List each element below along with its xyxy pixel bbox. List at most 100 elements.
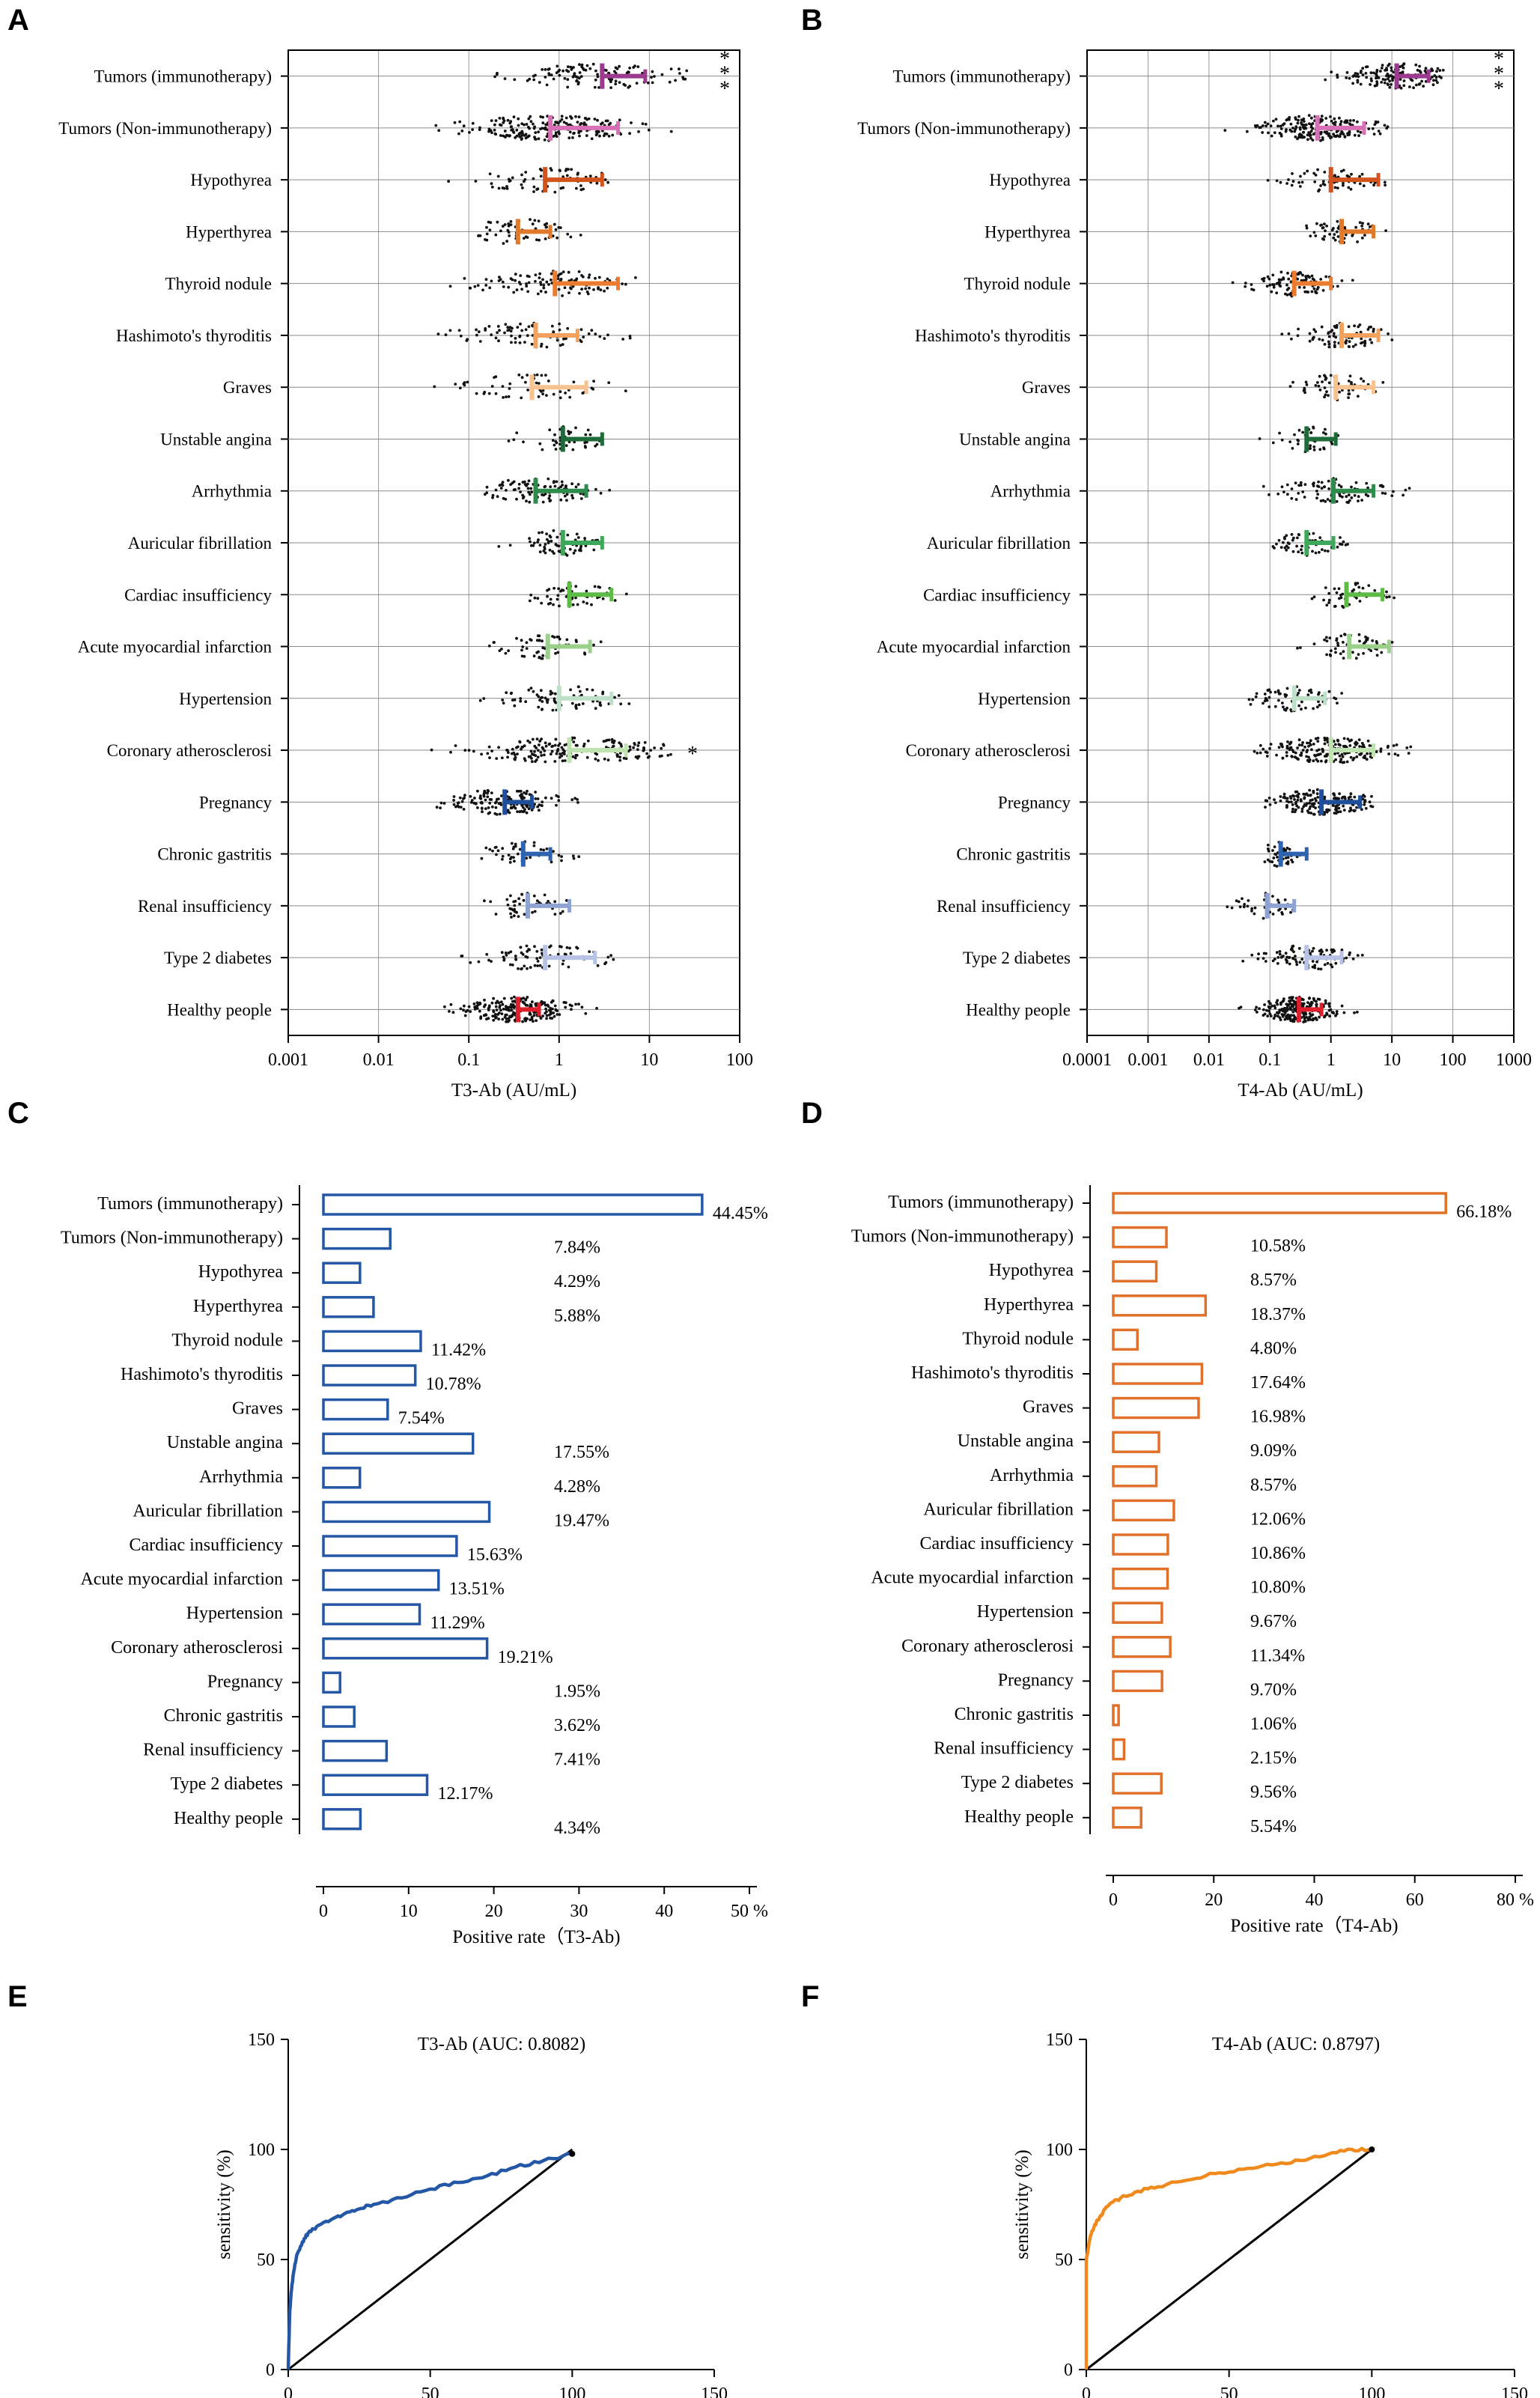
category-label: Hypertension	[179, 690, 272, 708]
data-point	[530, 490, 533, 494]
chart-title: T4-Ab (AUC: 0.8797)	[1212, 2034, 1380, 2054]
category-label: Thyroid nodule	[171, 1330, 283, 1350]
data-point	[469, 961, 472, 964]
data-point	[1295, 544, 1298, 548]
data-point	[576, 603, 579, 606]
data-point	[522, 996, 525, 1000]
data-point	[1298, 126, 1302, 130]
bar	[1112, 1738, 1126, 1761]
category-label: Tumors (immunotherapy)	[888, 1193, 1074, 1212]
data-point	[1245, 130, 1249, 133]
data-point	[509, 1003, 513, 1006]
data-point	[612, 739, 616, 743]
data-point	[1342, 650, 1345, 654]
data-point	[1271, 895, 1274, 898]
category-label: Thyroid nodule	[964, 275, 1071, 293]
dot-cluster	[448, 270, 637, 297]
data-point	[1305, 290, 1309, 293]
data-point	[549, 752, 553, 756]
data-point	[517, 373, 521, 377]
data-point	[522, 237, 526, 240]
data-point	[1311, 338, 1315, 341]
data-point	[1300, 707, 1303, 711]
data-point	[487, 958, 490, 962]
panel-letter: F	[801, 1980, 819, 2013]
data-point	[549, 1006, 553, 1010]
data-point	[1423, 69, 1427, 73]
data-point	[1275, 179, 1279, 183]
data-point	[488, 172, 492, 176]
data-point	[1339, 634, 1343, 638]
category-label: Unstable angina	[958, 1431, 1074, 1451]
category-label: Tumors (Non-immunotherapy)	[857, 119, 1071, 138]
data-point	[475, 333, 478, 337]
data-point	[1362, 794, 1365, 797]
data-point	[1335, 804, 1339, 808]
data-point	[502, 1007, 505, 1011]
data-point	[1418, 82, 1422, 85]
data-point	[506, 118, 510, 122]
data-point	[1351, 957, 1355, 961]
bar-value-label: 9.56%	[1250, 1783, 1297, 1802]
data-point	[533, 744, 537, 748]
bar-value-label: 9.09%	[1250, 1441, 1297, 1461]
data-point	[1377, 130, 1381, 133]
data-point	[507, 649, 510, 653]
data-point	[528, 1012, 532, 1016]
data-point	[1362, 651, 1365, 655]
data-point	[1354, 582, 1357, 585]
data-point	[508, 387, 511, 390]
data-point	[507, 395, 511, 398]
data-point	[509, 1015, 513, 1019]
data-point	[549, 499, 553, 502]
reference-diagonal	[1086, 2148, 1373, 2371]
data-point	[1336, 644, 1340, 648]
data-point	[1385, 67, 1388, 70]
data-point	[576, 536, 580, 539]
data-point	[1263, 693, 1267, 696]
data-point	[1359, 130, 1363, 134]
data-point	[1294, 790, 1297, 794]
data-point	[593, 585, 597, 588]
data-point	[1392, 490, 1395, 493]
x-tick-label: 0.1	[1259, 1050, 1281, 1070]
data-point	[1309, 130, 1313, 133]
data-point	[596, 73, 599, 76]
data-point	[618, 755, 621, 759]
data-point	[1306, 1001, 1309, 1004]
data-point	[645, 752, 648, 755]
data-point	[678, 67, 681, 71]
data-point	[1384, 183, 1387, 187]
data-point	[1305, 224, 1308, 228]
data-point	[581, 702, 585, 705]
data-point	[469, 287, 472, 290]
data-point	[537, 705, 541, 709]
data-point	[564, 122, 568, 125]
data-point	[585, 755, 589, 759]
data-point	[1304, 380, 1308, 384]
data-point	[1297, 285, 1301, 289]
bar	[1112, 1363, 1204, 1385]
data-point	[537, 137, 541, 141]
data-point	[1379, 70, 1382, 73]
data-point	[1390, 641, 1394, 644]
data-point	[538, 634, 541, 638]
data-point	[1289, 280, 1293, 284]
data-point	[544, 76, 547, 79]
data-point	[509, 223, 513, 226]
data-point	[541, 639, 544, 643]
data-point	[1312, 231, 1316, 234]
data-point	[512, 804, 516, 808]
data-point	[1325, 225, 1328, 228]
data-point	[517, 915, 520, 918]
data-point	[557, 587, 560, 591]
data-point	[606, 277, 609, 281]
data-point	[553, 743, 557, 747]
data-point	[534, 754, 538, 757]
data-point	[532, 541, 536, 545]
data-point	[1352, 119, 1355, 122]
category-label: Auricular fibrillation	[128, 534, 273, 553]
bar	[322, 1603, 421, 1625]
data-point	[1315, 222, 1318, 225]
data-point	[1370, 341, 1374, 344]
